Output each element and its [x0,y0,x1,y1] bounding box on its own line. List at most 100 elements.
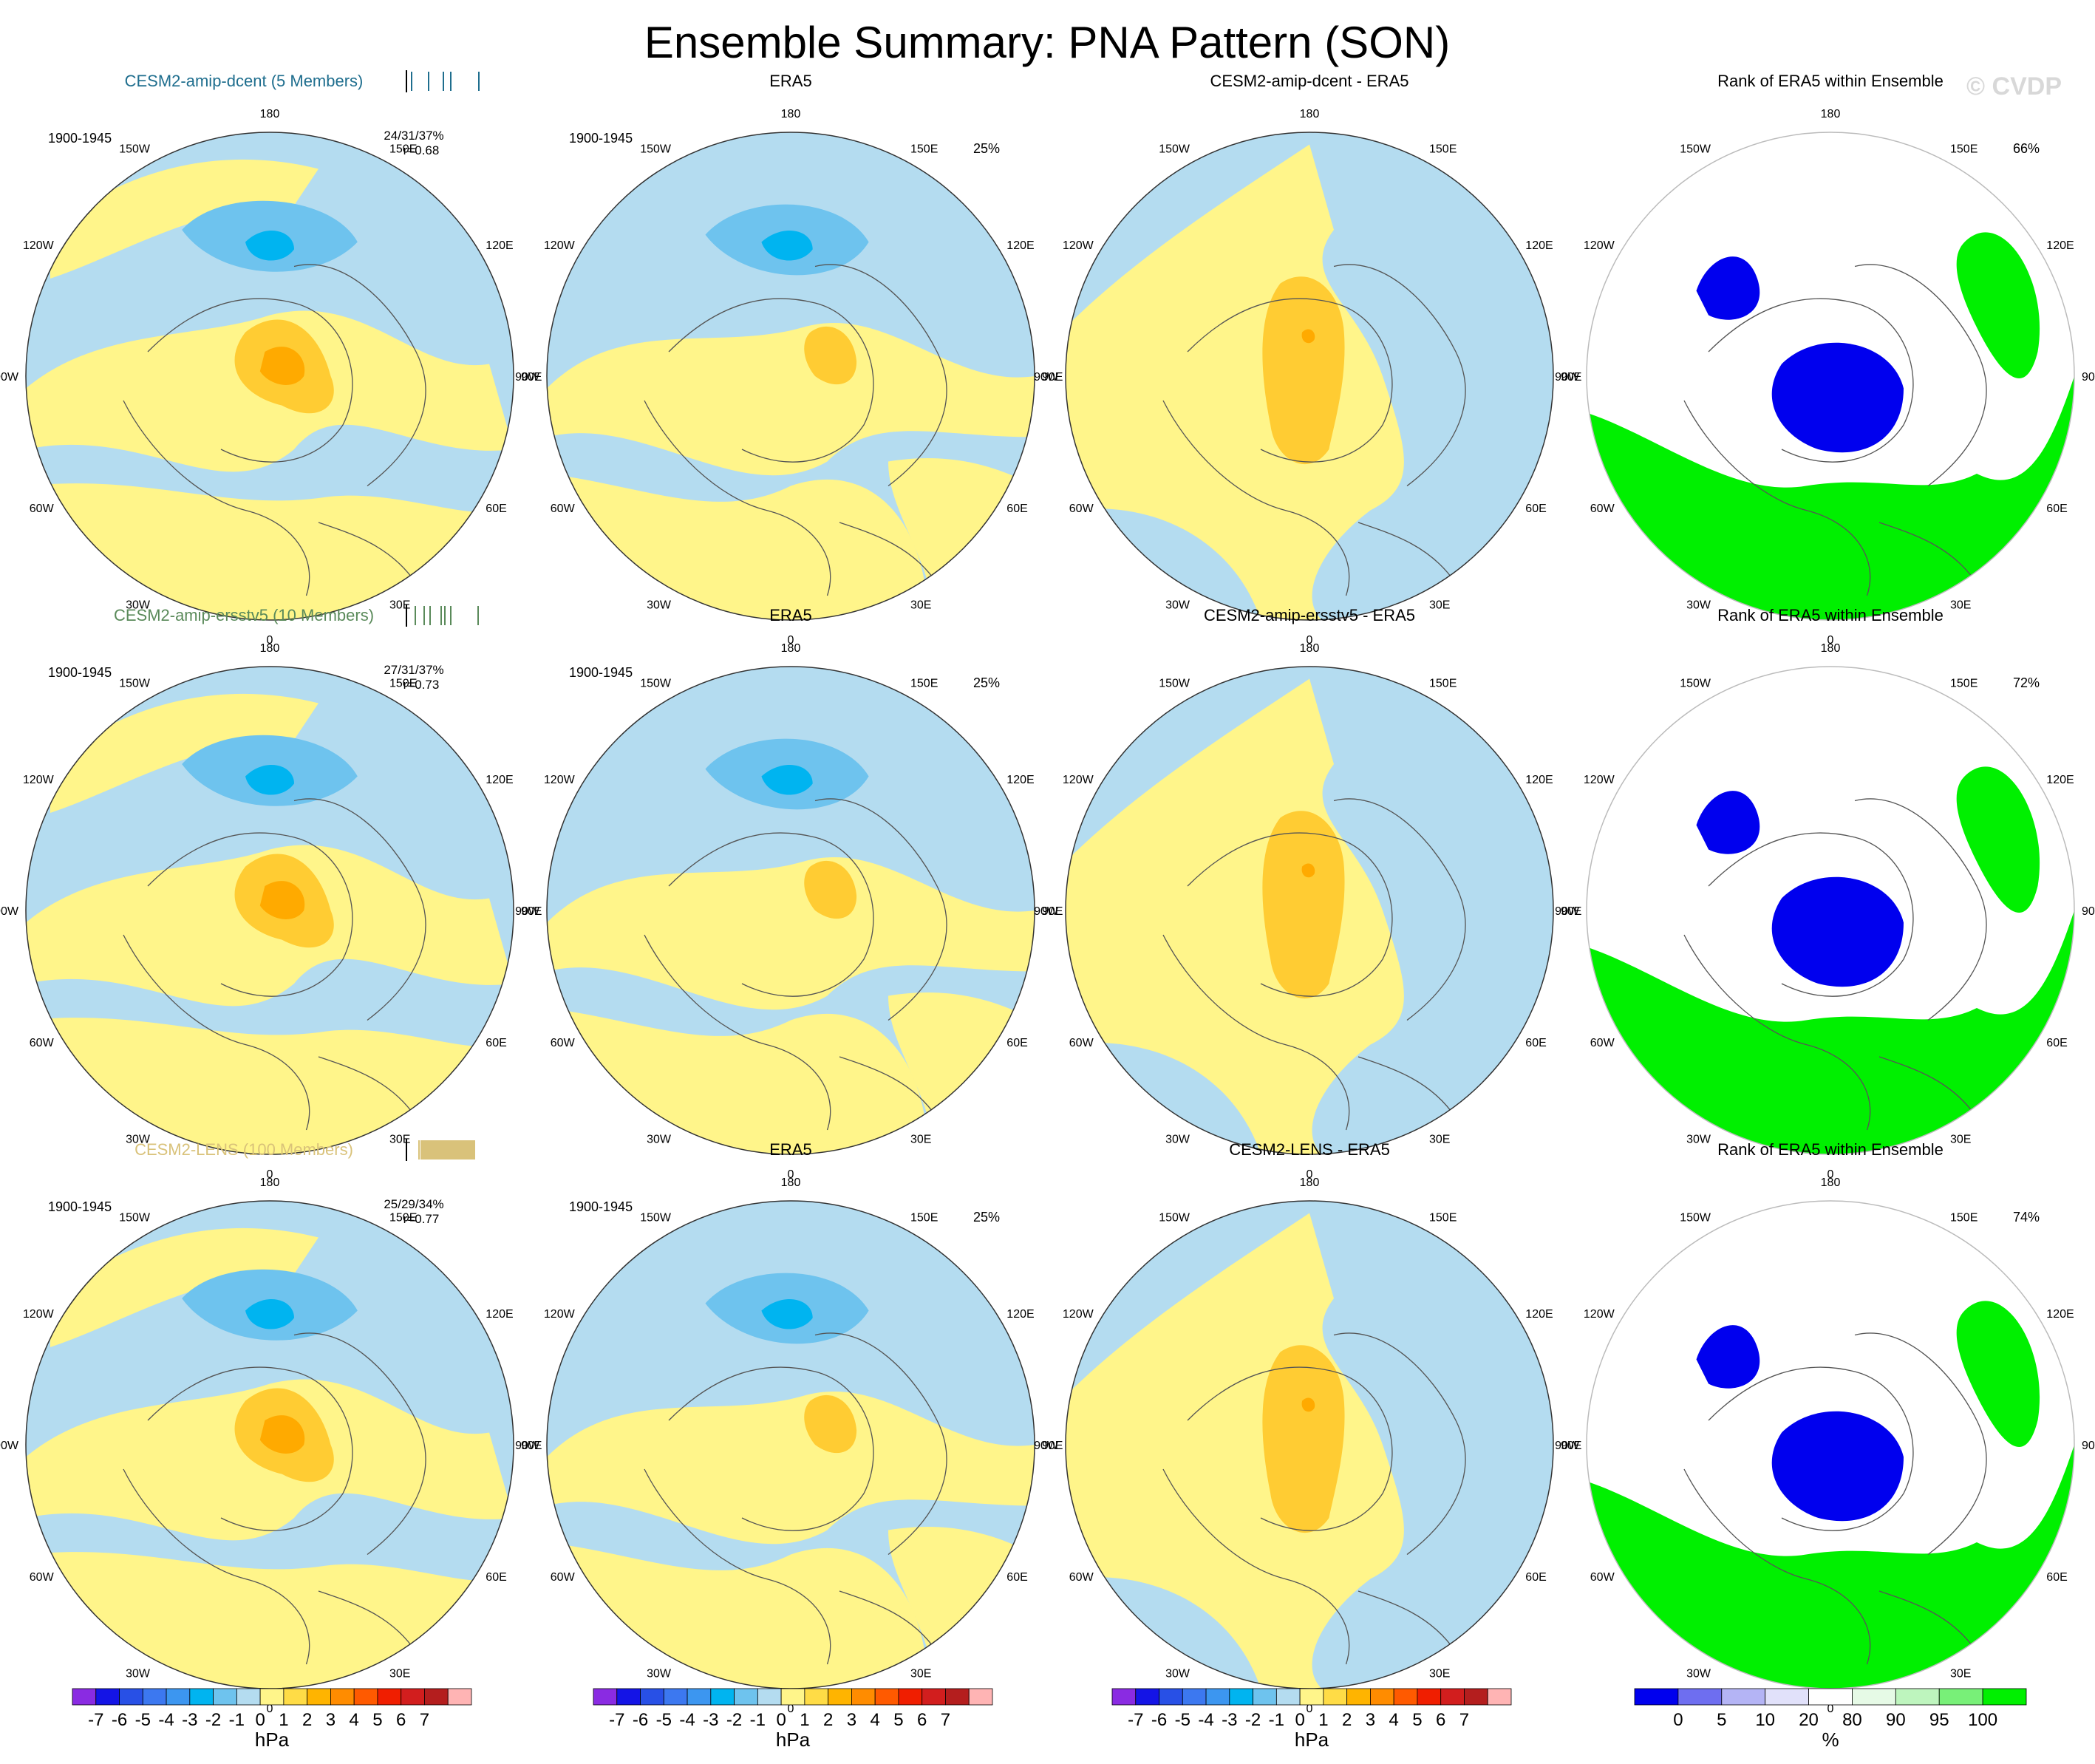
pattern-correlation: r=0.73 [403,678,440,692]
meridian-label: 0 [267,1168,273,1181]
meridian-label: 150E [389,1212,417,1225]
colorbar-label: 3 [1366,1710,1375,1730]
colorbar-cell [1487,1688,1512,1706]
meridian-label: 120W [1584,774,1615,786]
colorbar-label: 1 [1318,1710,1328,1730]
field-region [1301,329,1315,344]
meridian-label: 180 [781,1176,801,1189]
coastline [1683,400,1871,596]
colorbar-cell [1721,1688,1766,1706]
colorbar-cell [189,1688,214,1706]
colorbar-cell [95,1688,120,1706]
colorbar-cell [353,1688,378,1706]
map-border [25,132,514,621]
colorbar-cell [780,1688,805,1706]
colorbar-cell [1440,1688,1465,1706]
meridian-label: 90W [1555,905,1580,918]
colorbar-label: 2 [823,1710,833,1730]
colorbar-label: 6 [1436,1710,1445,1730]
field-region [259,347,305,385]
meridian-label: 150E [1950,1212,1978,1225]
meridian-label: 30W [647,1133,672,1145]
meridian-label: 180 [1821,642,1841,655]
coastline [1358,522,1457,584]
rank-title: Rank of ERA5 within Ensemble [1717,72,1944,90]
colorbar-cell [119,1688,143,1706]
meridian-label: 60W [1590,503,1615,515]
coastline [1878,1056,1978,1118]
meridian-label: 120W [544,774,576,786]
period-label: 1900-1945 [569,131,633,146]
meridian-label: 120W [23,1308,55,1321]
meridian-label: 60E [2046,1571,2067,1584]
meridian-label: 60E [1525,503,1546,515]
coastline [1708,298,1914,463]
colorbar-label: 2 [302,1710,312,1730]
meridian-label: 90W [1555,1440,1580,1452]
map-panel-diff-3: 180 150E 120E 90E 60E 30E 0 30W 60W 90W 120W 150W CE… [1034,1140,1581,1715]
period-label: 1900-1945 [48,665,112,680]
meridian-label: 90E [2082,1440,2095,1452]
colorbar-cell [1275,1688,1301,1706]
watermark-text: © CVDP [1966,72,2062,101]
map-panel-model-1: 180 150E 120E 90E 60E 30E 0 30W 60W 90W 120W 150W CE… [0,70,542,647]
field-region [1587,376,2074,620]
colorbar-label: -1 [750,1710,766,1730]
colorbar-label: -6 [1151,1710,1167,1730]
colorbar-cell [757,1688,782,1706]
meridian-label: 90E [521,1440,542,1452]
meridian-label: 30W [1165,599,1190,611]
meridian-label: 0 [788,1703,794,1715]
colorbar-label: -7 [88,1710,103,1730]
colorbar-label: 7 [941,1710,950,1730]
meridian-label: 90W [1034,371,1059,384]
coastline [147,1366,353,1531]
coastline [1854,1332,1987,1556]
meridian-label: 60W [1590,1037,1615,1049]
colorbar-unit: hPa [255,1729,290,1751]
percent-label: 74% [2013,1210,2040,1225]
map-panel-diff-2: 180 150E 120E 90E 60E 30E 0 30W 60W 90W 120W 150W CE… [1034,606,1581,1181]
meridian-label: 30E [910,1667,931,1680]
meridian-label: 30W [126,599,151,611]
field-region [50,1227,319,1347]
map-panel-model-3: 180 150E 120E 90E 60E 30E 0 30W 60W 90W 120W 150W CE… [0,1139,542,1715]
colorbar-cell [72,1688,97,1706]
colorbar-label: 20 [1799,1710,1819,1730]
member-ticks [406,70,480,92]
meridian-label: 150E [1950,143,1978,156]
meridian-label: 180 [260,108,280,120]
meridian-label: 90E [1042,371,1063,384]
field-region [1771,1411,1904,1522]
field-region [761,230,813,261]
meridian-label: 150E [910,143,938,156]
field-region [26,1552,514,1689]
map-border [25,666,514,1155]
colorbar-label: 4 [349,1710,358,1730]
meridian-label: 60W [1590,1571,1615,1584]
rank-title: Rank of ERA5 within Ensemble [1717,1140,1944,1159]
coastline [814,798,947,1021]
colorbar-cell [828,1688,852,1706]
colorbar-label: -5 [135,1710,151,1730]
meridian-label: 180 [781,108,801,120]
meridian-label: 60E [1006,1037,1027,1049]
map-border [546,132,1035,621]
meridian-label: 150W [1680,1212,1711,1225]
field-region [804,860,857,919]
map-panel-diff-1: 180 150E 120E 90E 60E 30E 0 30W 60W 90W 120W 150W CE… [1034,72,1581,647]
meridian-label: 0 [267,634,273,647]
colorbar-label: 1 [279,1710,288,1730]
meridian-label: 150E [1429,143,1457,156]
rank-title: Rank of ERA5 within Ensemble [1717,606,1944,624]
field-region [245,764,294,795]
meridian-label: 180 [1300,108,1320,120]
field-region [1066,678,1404,1154]
field-region [1696,256,1760,320]
meridian-label: 150W [1159,1212,1190,1225]
colorbar-label: 95 [1929,1710,1949,1730]
meridian-label: 60W [30,1037,55,1049]
meridian-label: 180 [781,642,801,655]
meridian-label: 120W [544,1308,576,1321]
colorbar-label: -1 [229,1710,245,1730]
